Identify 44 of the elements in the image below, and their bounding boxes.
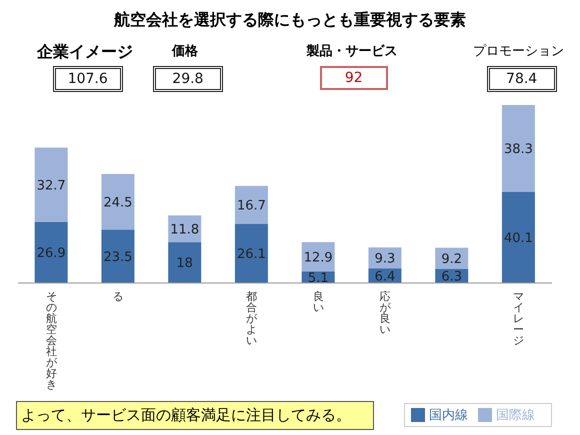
- text: よって、サービス面の顧客満足に注目してみる。: [16, 401, 374, 430]
- x-tick-label: 都合がよい: [246, 290, 258, 347]
- data-label: 26.9: [36, 246, 66, 262]
- data-label: 38.3: [504, 142, 533, 158]
- bar: [101, 230, 134, 283]
- bar: [302, 242, 335, 272]
- legend-label: 国際線: [496, 408, 535, 423]
- data-label: 26.1: [236, 246, 266, 262]
- data-label: 6.4: [374, 269, 396, 284]
- bar: [502, 105, 535, 192]
- text: 29.8: [152, 66, 223, 92]
- text: 78.4: [486, 66, 557, 92]
- data-label: 6.3: [441, 269, 462, 284]
- legend-label: 国内線: [429, 408, 468, 423]
- text: 価格: [172, 44, 198, 59]
- data-label: 9.3: [374, 252, 396, 267]
- bar: [234, 186, 268, 224]
- x-tick-label: マイレージ: [513, 290, 524, 347]
- data-label: 23.5: [103, 250, 132, 265]
- bar: [101, 174, 134, 230]
- bar: [234, 224, 268, 283]
- bar: [502, 192, 535, 283]
- data-label: 5.1: [308, 270, 329, 286]
- x-tick-label: 良い: [312, 290, 324, 314]
- bar: [168, 242, 202, 283]
- text: 107.6: [52, 66, 123, 92]
- data-label: 11.8: [170, 222, 200, 238]
- x-tick-label: 応が良い: [380, 290, 392, 336]
- data-label: 32.7: [36, 178, 66, 194]
- data-label: 18: [176, 256, 193, 272]
- bar: [34, 148, 68, 222]
- bar: [34, 222, 68, 283]
- text: 製品・サービス: [305, 43, 398, 60]
- text: 92: [320, 66, 388, 90]
- data-label: 24.5: [103, 195, 132, 210]
- data-label: 9.2: [441, 252, 462, 267]
- data-label: 16.7: [236, 198, 266, 214]
- x-tick-label: る: [112, 290, 124, 303]
- data-label: 12.9: [304, 250, 333, 266]
- text: 企業イメージ: [36, 42, 134, 63]
- data-label: 40.1: [504, 231, 533, 246]
- category-label: その航空会社が好き: [46, 290, 57, 391]
- chart-title: 航空会社を選択する際にもっとも重要視する要素: [112, 10, 467, 31]
- text: プロモーション: [472, 43, 566, 60]
